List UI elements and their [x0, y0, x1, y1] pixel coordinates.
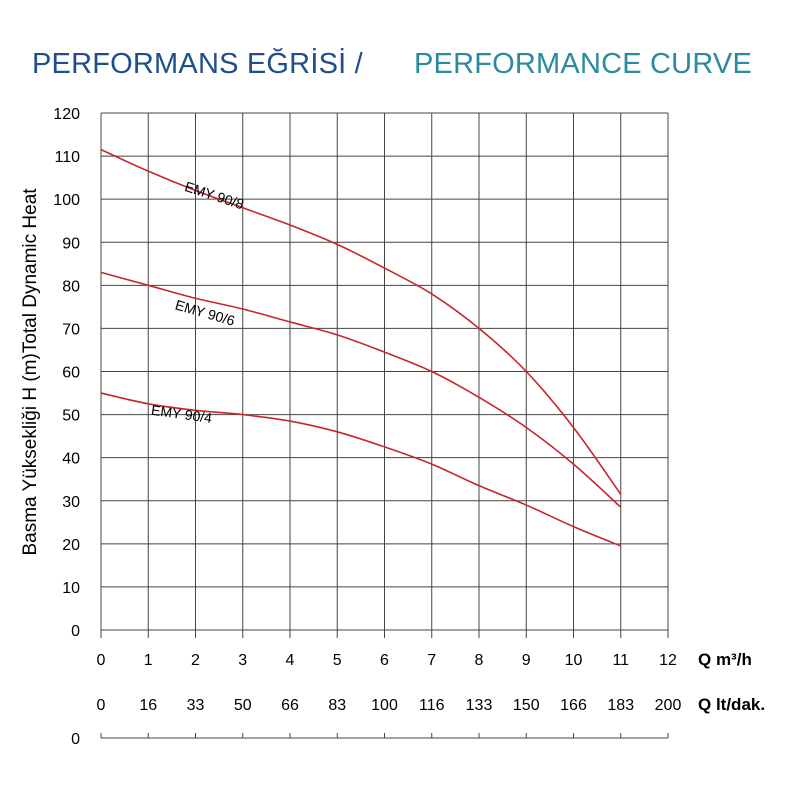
- y-axis-title: Basma Yüksekliği H (m)Total Dynamic Heat: [20, 188, 41, 556]
- curve-label: EMY 90/4: [150, 402, 213, 426]
- y-tick-label: 0: [71, 623, 80, 640]
- y-tick-label: 80: [62, 278, 80, 295]
- x-tick-label: 6: [380, 652, 389, 669]
- x-tick-label: 4: [286, 652, 295, 669]
- curve-label: EMY 90/6: [173, 297, 236, 329]
- secondary-tick-label: 50: [234, 697, 252, 714]
- x-tick-label: 2: [191, 652, 200, 669]
- labels-group: EMY 90/8 EMY 90/6 EMY 90/4: [150, 178, 246, 426]
- x-axis-unit-ltdak: Q lt/dak.: [698, 695, 765, 714]
- secondary-tick-label: 16: [139, 697, 157, 714]
- secondary-tick-label: 83: [328, 697, 346, 714]
- x-tick-label: 1: [144, 652, 153, 669]
- y-tick-label: 50: [62, 408, 80, 425]
- secondary-tick-label: 166: [560, 697, 587, 714]
- secondary-tick-label: 150: [513, 697, 540, 714]
- series-group: [100, 148, 622, 547]
- x-tick-label: 7: [427, 652, 436, 669]
- x-tick-label: 5: [333, 652, 342, 669]
- x-tick-label: 9: [522, 652, 531, 669]
- x-tick-label: 0: [97, 652, 106, 669]
- secondary-tick-label: 133: [466, 697, 493, 714]
- y-tick-label: 100: [53, 192, 80, 209]
- curve-emy-90-8: [100, 148, 622, 495]
- x-axis-unit-m3h: Q m³/h: [698, 650, 752, 669]
- x-tick-label: 10: [565, 652, 583, 669]
- y-tick-label: 30: [62, 494, 80, 511]
- y-tick-label: 110: [54, 149, 80, 166]
- y-tick-label: 20: [62, 537, 80, 554]
- grid: [100, 112, 669, 631]
- chart-title-turkish: PERFORMANS EĞRİSİ /: [32, 48, 363, 80]
- secondary-axis-zero-label: 0: [71, 731, 80, 748]
- chart-title-english: PERFORMANCE CURVE: [414, 48, 753, 80]
- secondary-tick-label: 183: [607, 697, 634, 714]
- x-tick-label: 8: [475, 652, 484, 669]
- curve-emy-90-4: [100, 392, 622, 547]
- y-tick-label: 70: [62, 321, 80, 338]
- y-tick-label: 90: [62, 235, 80, 252]
- y-tick-label: 60: [62, 365, 80, 382]
- curve-emy-90-6: [100, 271, 622, 508]
- curve-label: EMY 90/8: [183, 178, 246, 212]
- y-tick-label: 120: [53, 106, 80, 123]
- secondary-tick-label: 66: [281, 697, 299, 714]
- secondary-tick-label: 33: [187, 697, 205, 714]
- secondary-tick-label: 116: [419, 697, 445, 714]
- secondary-tick-label: 200: [655, 697, 682, 714]
- secondary-tick-label: 100: [371, 697, 398, 714]
- x-tick-label: 3: [238, 652, 247, 669]
- y-tick-label: 40: [62, 451, 80, 468]
- x-tick-label: 12: [659, 652, 677, 669]
- secondary-tick-label: 0: [97, 697, 106, 714]
- x-tick-label: 11: [612, 652, 629, 669]
- y-tick-label: 10: [62, 580, 80, 597]
